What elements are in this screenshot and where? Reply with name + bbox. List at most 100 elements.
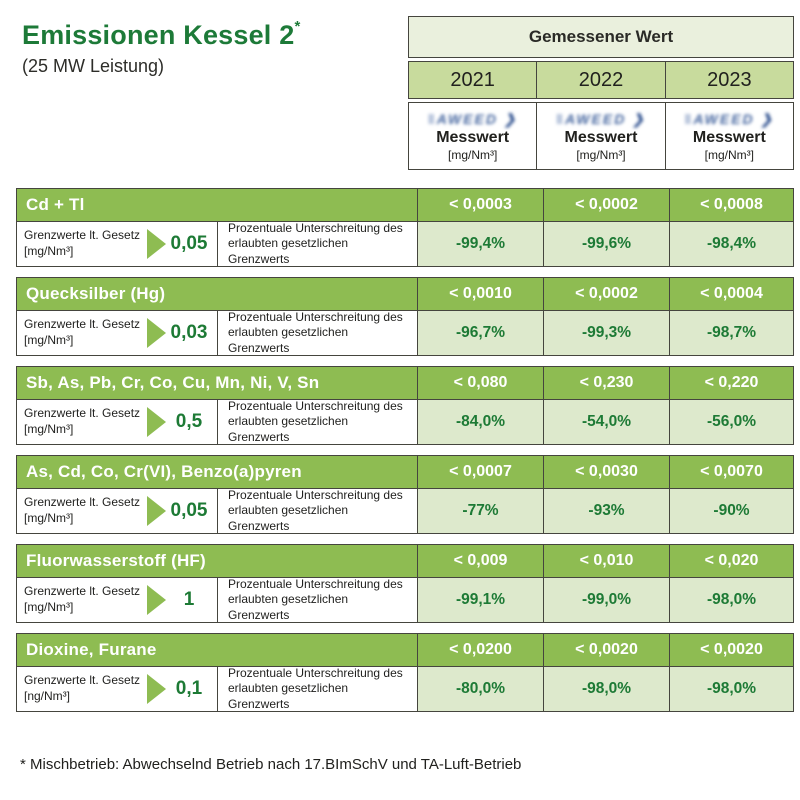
limit-unit: [mg/Nm³]: [24, 511, 74, 525]
measured-value-2023: < 0,0020: [670, 634, 793, 666]
limit-label: Grenzwerte lt. Gesetz [mg/Nm³]: [24, 584, 147, 615]
legal-limit-cell: Grenzwerte lt. Gesetz [mg/Nm³] 1: [17, 578, 217, 622]
limit-value: 0,05: [170, 500, 208, 521]
page-subtitle: (25 MW Leistung): [22, 56, 165, 76]
measured-value-title: Gemessener Wert: [408, 16, 794, 58]
pollutant-section: Fluorwasserstoff (HF) < 0,009 < 0,010 < …: [16, 544, 794, 623]
limit-label: Grenzwerte lt. Gesetz [mg/Nm³]: [24, 228, 147, 259]
title-block: Emissionen Kessel 2* (25 MW Leistung): [22, 18, 300, 77]
reduction-description: Prozentuale Unterschreitung des erlaubte…: [218, 577, 417, 622]
limit-unit: [ng/Nm³]: [24, 689, 71, 703]
limit-arrow-icon: [147, 674, 166, 704]
footnote: * Mischbetrieb: Abwechselnd Betrieb nach…: [20, 756, 522, 773]
measured-value-2021: < 0,0010: [418, 278, 543, 310]
measure-unit: [mg/Nm³]: [576, 147, 626, 162]
reduction-percentage-2021: -96,7%: [418, 311, 543, 355]
measure-label: Messwert: [692, 128, 766, 146]
limit-label-line1: Grenzwerte lt. Gesetz: [24, 406, 141, 421]
measured-value-2023: < 0,0070: [670, 456, 793, 488]
measured-value-2021: < 0,0007: [418, 456, 543, 488]
reduction-percentage-2022: -99,6%: [544, 222, 669, 266]
limit-label-line1: Grenzwerte lt. Gesetz: [24, 228, 141, 243]
limit-value: 0,1: [175, 678, 203, 699]
measured-value-2022: < 0,0002: [544, 189, 669, 221]
limit-arrow-icon: [147, 585, 166, 615]
reduction-percentage-2023: -98,0%: [670, 578, 793, 622]
limit-label: Grenzwerte lt. Gesetz [mg/Nm³]: [24, 317, 147, 348]
measured-value-2023: < 0,220: [670, 367, 793, 399]
reduction-percentage-2022: -99,0%: [544, 578, 669, 622]
reduction-percentage-2021: -99,4%: [418, 222, 543, 266]
limit-label: Grenzwerte lt. Gesetz [mg/Nm³]: [24, 406, 147, 437]
limit-value: 0,03: [170, 322, 208, 343]
measure-label: Messwert: [436, 128, 510, 146]
year-label-2021: 2021: [409, 62, 537, 98]
limit-label-line1: Grenzwerte lt. Gesetz: [24, 495, 141, 510]
page-title: Emissionen Kessel 2*: [22, 18, 300, 51]
pollutant-name: Dioxine, Furane: [17, 634, 417, 666]
reduction-percentage-2023: -98,7%: [670, 311, 793, 355]
limit-value: 0,5: [175, 411, 203, 432]
pollutant-name: Quecksilber (Hg): [17, 278, 417, 310]
pollutant-section: Quecksilber (Hg) < 0,0010 < 0,0002 < 0,0…: [16, 277, 794, 356]
reduction-percentage-2021: -84,0%: [418, 400, 543, 444]
certifier-logo: AWEED: [556, 111, 646, 127]
limit-arrow-icon: [147, 318, 166, 348]
limit-value: 1: [183, 589, 195, 610]
limit-unit: [mg/Nm³]: [24, 600, 74, 614]
reduction-percentage-2021: -80,0%: [418, 667, 543, 711]
measure-cell: AWEED Messwert [mg/Nm³]: [537, 103, 665, 169]
emissions-table: Cd + Tl < 0,0003 < 0,0002 < 0,0008 Grenz…: [16, 188, 794, 712]
legal-limit-cell: Grenzwerte lt. Gesetz [mg/Nm³] 0,05: [17, 222, 217, 266]
measure-row: AWEED Messwert [mg/Nm³] AWEED Messwert […: [408, 102, 794, 170]
measured-value-header: Gemessener Wert 2021 2022 2023 AWEED Mes…: [408, 16, 794, 170]
measured-value-2022: < 0,230: [544, 367, 669, 399]
pollutant-name: Cd + Tl: [17, 189, 417, 221]
pollutant-section: Dioxine, Furane < 0,0200 < 0,0020 < 0,00…: [16, 633, 794, 712]
reduction-percentage-2023: -98,0%: [670, 667, 793, 711]
limit-value: 0,05: [170, 233, 208, 254]
measure-unit: [mg/Nm³]: [704, 147, 754, 162]
measured-value-2023: < 0,0008: [670, 189, 793, 221]
reduction-percentage-2023: -98,4%: [670, 222, 793, 266]
measure-label: Messwert: [564, 128, 638, 146]
measured-value-2021: < 0,0003: [418, 189, 543, 221]
certifier-logo: AWEED: [684, 111, 774, 127]
reduction-percentage-2021: -77%: [418, 489, 543, 533]
limit-unit: [mg/Nm³]: [24, 422, 74, 436]
measured-value-2022: < 0,0002: [544, 278, 669, 310]
reduction-description: Prozentuale Unterschreitung des erlaubte…: [218, 488, 417, 533]
measure-unit: [mg/Nm³]: [447, 147, 498, 162]
pollutant-name: Sb, As, Pb, Cr, Co, Cu, Mn, Ni, V, Sn: [17, 367, 417, 399]
measure-cell: AWEED Messwert [mg/Nm³]: [409, 103, 537, 169]
page-title-text: Emissionen Kessel 2: [22, 20, 295, 50]
limit-arrow-icon: [147, 407, 166, 437]
reduction-description: Prozentuale Unterschreitung des erlaubte…: [218, 399, 417, 444]
measured-value-2022: < 0,010: [544, 545, 669, 577]
pollutant-name: As, Cd, Co, Cr(VI), Benzo(a)pyren: [17, 456, 417, 488]
reduction-description: Prozentuale Unterschreitung des erlaubte…: [218, 666, 417, 711]
legal-limit-cell: Grenzwerte lt. Gesetz [ng/Nm³] 0,1: [17, 667, 217, 711]
measured-value-2021: < 0,009: [418, 545, 543, 577]
measured-value-2022: < 0,0030: [544, 456, 669, 488]
pollutant-section: Sb, As, Pb, Cr, Co, Cu, Mn, Ni, V, Sn < …: [16, 366, 794, 445]
measure-cell: AWEED Messwert [mg/Nm³]: [665, 103, 793, 169]
reduction-percentage-2021: -99,1%: [418, 578, 543, 622]
year-row: 2021 2022 2023: [408, 61, 794, 99]
pollutant-section: Cd + Tl < 0,0003 < 0,0002 < 0,0008 Grenz…: [16, 188, 794, 267]
reduction-description: Prozentuale Unterschreitung des erlaubte…: [218, 310, 417, 355]
measured-value-2021: < 0,0200: [418, 634, 543, 666]
reduction-percentage-2023: -56,0%: [670, 400, 793, 444]
reduction-percentage-2022: -93%: [544, 489, 669, 533]
certifier-logo: AWEED: [428, 111, 518, 127]
limit-arrow-icon: [147, 229, 166, 259]
measured-value-2021: < 0,080: [418, 367, 543, 399]
reduction-percentage-2022: -54,0%: [544, 400, 669, 444]
measured-value-2023: < 0,0004: [670, 278, 793, 310]
limit-unit: [mg/Nm³]: [24, 244, 74, 258]
reduction-percentage-2022: -99,3%: [544, 311, 669, 355]
year-label-2022: 2022: [537, 62, 665, 98]
limit-unit: [mg/Nm³]: [24, 333, 74, 347]
measured-value-2023: < 0,020: [670, 545, 793, 577]
limit-label: Grenzwerte lt. Gesetz [mg/Nm³]: [24, 495, 147, 526]
